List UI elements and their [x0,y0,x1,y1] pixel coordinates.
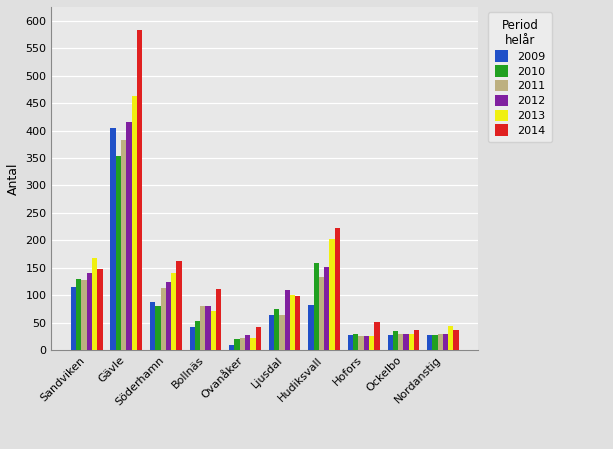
Bar [205,306,211,350]
Bar [427,335,432,350]
Bar [398,334,403,350]
Bar [268,314,274,350]
Bar [82,280,86,350]
Bar [121,141,126,350]
Bar [126,122,132,350]
Bar [290,295,295,350]
Bar [211,311,216,350]
Bar [200,306,205,350]
Bar [97,269,102,350]
Bar [132,97,137,350]
Bar [438,334,443,350]
Bar [171,273,177,350]
Bar [71,287,76,350]
Bar [150,302,155,350]
Bar [256,327,261,350]
Bar [284,290,290,350]
Bar [319,277,324,350]
Bar [195,321,200,350]
Bar [324,267,329,350]
Bar [240,338,245,350]
Bar [375,321,379,350]
Bar [348,335,353,350]
Bar [137,30,142,350]
Bar [403,334,409,350]
Bar [387,335,393,350]
Bar [409,334,414,350]
Bar [177,261,181,350]
Bar [393,331,398,350]
Bar [308,305,314,350]
Bar [161,288,166,350]
Bar [280,314,284,350]
Bar [364,336,369,350]
Bar [432,335,438,350]
Bar [359,336,364,350]
Bar [335,228,340,350]
Bar [86,273,92,350]
Bar [110,128,116,350]
Bar [369,336,375,350]
Legend: 2009, 2010, 2011, 2012, 2013, 2014: 2009, 2010, 2011, 2012, 2013, 2014 [488,13,552,142]
Bar [443,334,448,350]
Bar [229,345,234,350]
Bar [166,282,171,350]
Bar [92,258,97,350]
Bar [274,309,280,350]
Bar [329,239,335,350]
Bar [234,339,240,350]
Bar [448,326,454,350]
Bar [295,296,300,350]
Bar [250,338,256,350]
Bar [454,330,459,350]
Bar [353,334,359,350]
Bar [116,156,121,350]
Bar [216,289,221,350]
Bar [245,335,250,350]
Bar [76,279,82,350]
Bar [314,264,319,350]
Bar [155,306,161,350]
Bar [414,330,419,350]
Y-axis label: Antal: Antal [7,163,20,195]
Bar [189,327,195,350]
